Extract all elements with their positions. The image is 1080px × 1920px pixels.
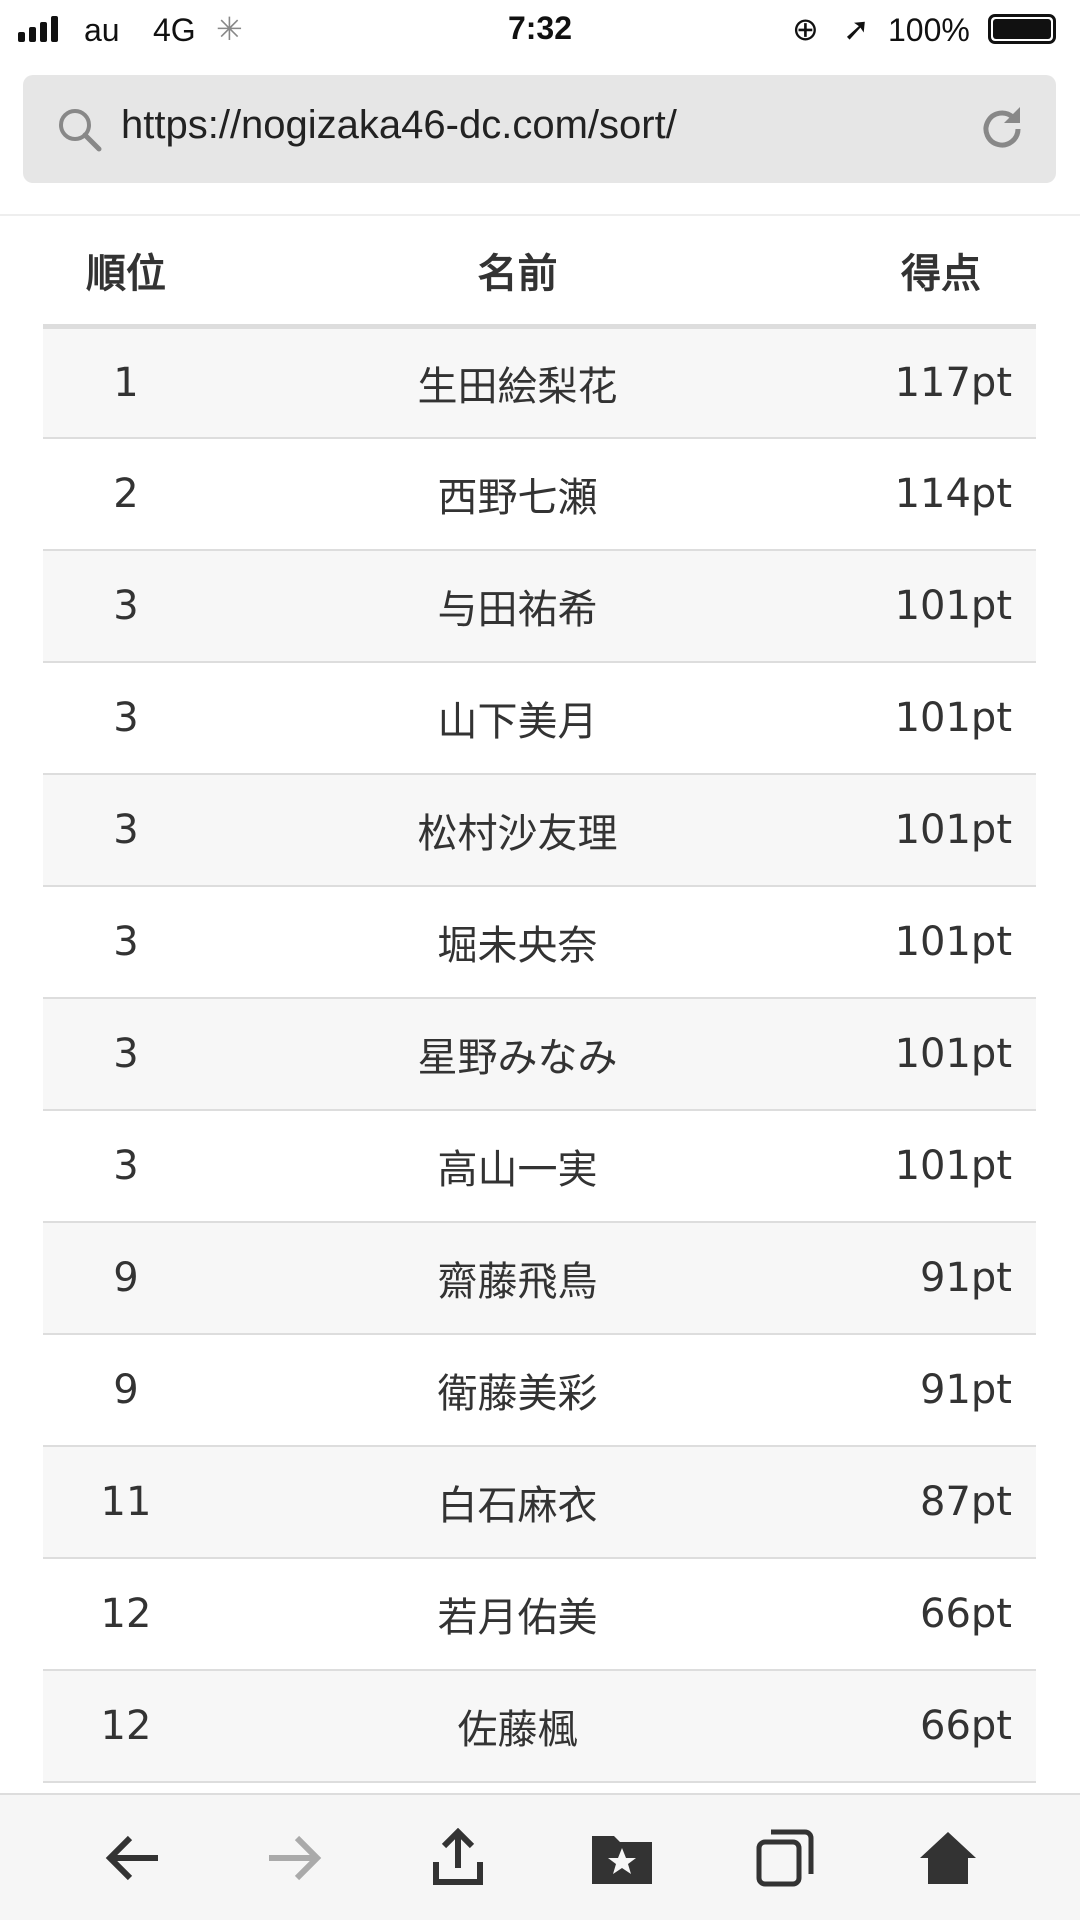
score-cell: 66pt [826,1670,1036,1783]
header-rank: 順位 [43,216,209,329]
table-row: 3 高山一実 101pt [43,1110,1036,1223]
battery-percent: 100% [888,12,970,48]
score-cell: 101pt [826,662,1036,775]
tabs-icon[interactable] [745,1818,825,1898]
divider [0,214,1080,216]
table-row: 9 衛藤美彩 91pt [43,1334,1036,1447]
address-bar[interactable]: https://nogizaka46-dc.com/sort/ [23,75,1056,183]
score-cell: 91pt [826,1222,1036,1335]
score-cell: 101pt [826,774,1036,887]
rank-cell: 9 [43,1334,209,1447]
signal-icon [18,16,58,42]
score-cell: 91pt [826,1334,1036,1447]
forward-arrow-icon[interactable] [255,1818,335,1898]
ranking-table: 順位 名前 得点 1 生田絵梨花 117pt 2 西野七瀬 114pt 3 与田祐希 101pt… [43,216,1036,1783]
name-cell: 星野みなみ [209,998,826,1111]
name-cell: 佐藤楓 [209,1670,826,1783]
score-cell: 101pt [826,886,1036,999]
header-score: 得点 [826,216,1036,329]
name-cell: 堀未央奈 [209,886,826,999]
rank-cell: 2 [43,438,209,551]
table-row: 1 生田絵梨花 117pt [43,326,1036,439]
table-row: 3 与田祐希 101pt [43,550,1036,663]
name-cell: 衛藤美彩 [209,1334,826,1447]
header-name: 名前 [209,216,826,329]
rank-cell: 1 [43,326,209,439]
search-icon [59,109,102,152]
rotation-lock-icon: ⊕ [792,11,819,47]
battery-icon [988,14,1056,44]
activity-spinner-icon: ✳ [216,11,243,47]
table-row: 11 白石麻衣 87pt [43,1446,1036,1559]
bookmarks-icon[interactable] [582,1818,662,1898]
table-row: 3 山下美月 101pt [43,662,1036,775]
table-row: 3 松村沙友理 101pt [43,774,1036,887]
rank-cell: 9 [43,1222,209,1335]
share-icon[interactable] [418,1818,498,1898]
score-cell: 117pt [826,326,1036,439]
back-arrow-icon[interactable] [92,1818,172,1898]
score-cell: 101pt [826,550,1036,663]
rank-cell: 3 [43,998,209,1111]
clock: 7:32 [507,10,573,46]
rank-cell: 3 [43,1110,209,1223]
name-cell: 松村沙友理 [209,774,826,887]
name-cell: 西野七瀬 [209,438,826,551]
name-cell: 白石麻衣 [209,1446,826,1559]
table-row: 9 齋藤飛鳥 91pt [43,1222,1036,1335]
location-icon: ➚ [843,11,870,47]
reload-icon[interactable] [976,103,1028,155]
name-cell: 高山一実 [209,1110,826,1223]
table-row: 3 星野みなみ 101pt [43,998,1036,1111]
score-cell: 87pt [826,1446,1036,1559]
name-cell: 与田祐希 [209,550,826,663]
table-row: 12 佐藤楓 66pt [43,1670,1036,1783]
table-row: 2 西野七瀬 114pt [43,438,1036,551]
rank-cell: 12 [43,1558,209,1671]
rank-cell: 3 [43,774,209,887]
rank-cell: 3 [43,550,209,663]
rank-cell: 11 [43,1446,209,1559]
score-cell: 66pt [826,1558,1036,1671]
network-type: 4G [153,12,196,48]
name-cell: 齋藤飛鳥 [209,1222,826,1335]
status-bar: au 4G ✳ 7:32 ⊕ ➚ 100% [0,0,1080,62]
score-cell: 114pt [826,438,1036,551]
rank-cell: 3 [43,886,209,999]
browser-toolbar [0,1793,1080,1920]
name-cell: 若月佑美 [209,1558,826,1671]
score-cell: 101pt [826,998,1036,1111]
name-cell: 山下美月 [209,662,826,775]
name-cell: 生田絵梨花 [209,326,826,439]
score-cell: 101pt [826,1110,1036,1223]
carrier: au [84,12,120,48]
table-header: 順位 名前 得点 [43,216,1036,329]
rank-cell: 12 [43,1670,209,1783]
home-icon[interactable] [908,1818,988,1898]
table-row: 12 若月佑美 66pt [43,1558,1036,1671]
url-text[interactable]: https://nogizaka46-dc.com/sort/ [121,103,677,147]
table-row: 3 堀未央奈 101pt [43,886,1036,999]
rank-cell: 3 [43,662,209,775]
